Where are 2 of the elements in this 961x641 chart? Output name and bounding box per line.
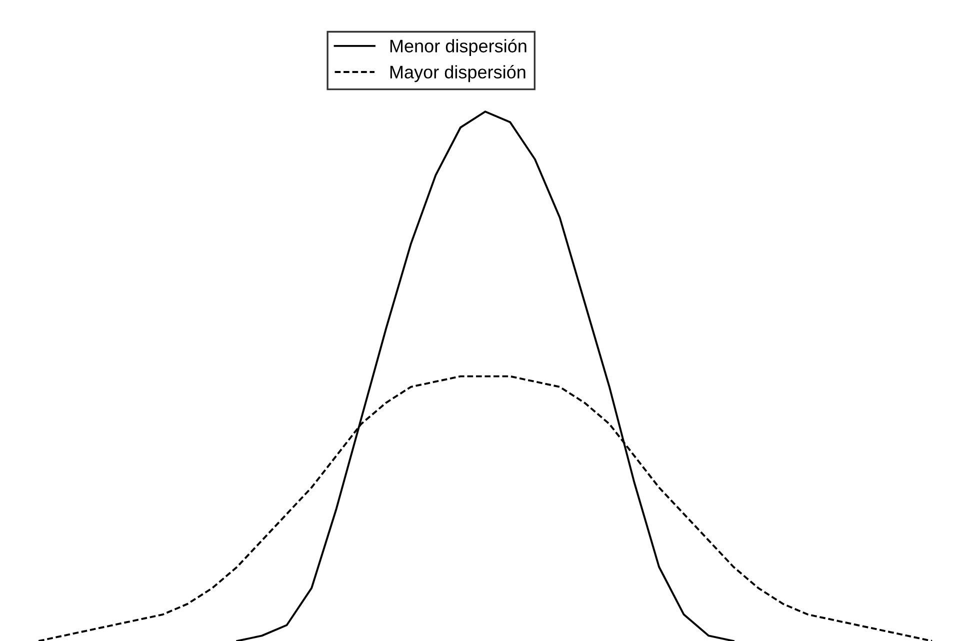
legend-label: Mayor dispersión	[390, 65, 526, 82]
legend-label: Menor dispersión	[390, 38, 526, 56]
